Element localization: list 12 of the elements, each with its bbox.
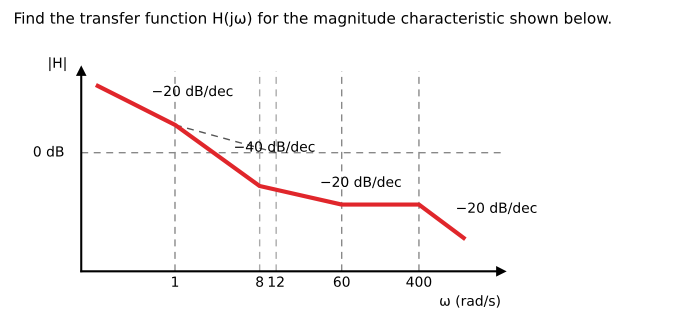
y-axis-title: |H| <box>49 57 66 72</box>
x-tick-label: 8 <box>256 276 264 287</box>
x-tick-label: 1 <box>172 276 178 287</box>
x-tick-label: 60 <box>334 276 350 287</box>
annotation: −20 dB/dec <box>321 176 401 188</box>
x-tick-label: 12 <box>268 276 284 287</box>
ref-line-label: 0 dB <box>34 146 64 157</box>
x-tick-label: 400 <box>406 276 432 287</box>
annotation: −20 dB/dec <box>153 85 232 98</box>
chart-title: Find the transfer function H(jω) for the magnitude characteristic shown below. <box>15 12 611 27</box>
x-axis-title: ω (rad/s) <box>440 295 500 308</box>
annotation: −20 dB/dec <box>457 202 536 214</box>
